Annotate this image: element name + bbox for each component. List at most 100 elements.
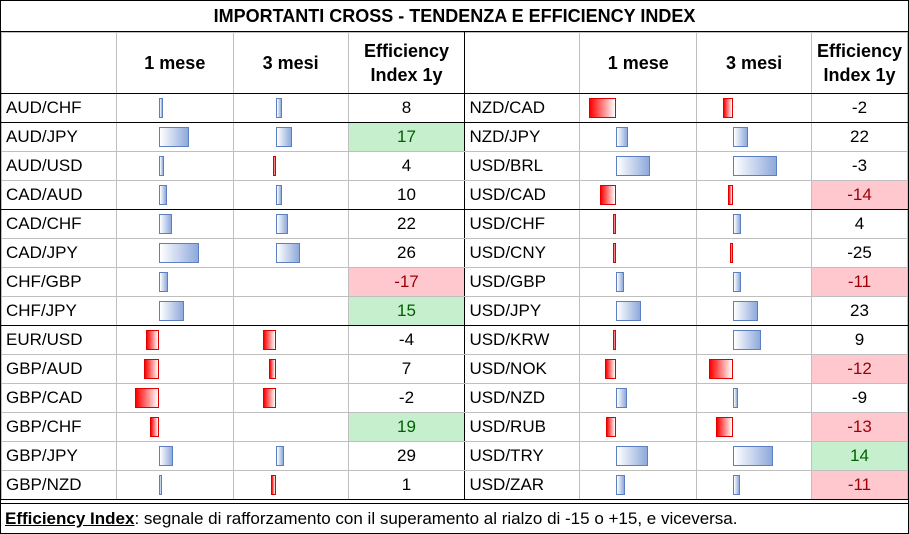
bar-cell-m3	[232, 238, 349, 268]
header-ei-line2: Index 1y	[370, 65, 443, 85]
trend-bar-up	[275, 214, 289, 234]
table-row: CHF/GBP -17 USD/GBP -11	[1, 267, 909, 297]
efficiency-value: -9	[810, 383, 909, 413]
trend-bar-down	[146, 330, 159, 350]
trend-bar-down	[604, 359, 617, 379]
header-row: 1 mese 3 mesi Efficiency Index 1y 1 mese…	[1, 32, 909, 94]
efficiency-value: -14	[810, 180, 909, 210]
trend-bar-down	[613, 214, 617, 234]
trend-bar-down	[271, 475, 276, 495]
pair-label: USD/ZAR	[464, 470, 581, 500]
trend-bar-down	[716, 417, 734, 437]
efficiency-value: -13	[810, 412, 909, 442]
trend-bar-down	[723, 98, 734, 118]
trend-bar-up	[158, 127, 189, 147]
bar-cell-m1	[115, 383, 234, 413]
trend-bar-up	[158, 156, 165, 176]
bar-cell-m3	[232, 151, 349, 181]
bar-cell-m1	[579, 470, 698, 500]
trend-bar-up	[733, 446, 773, 466]
pair-label: CHF/GBP	[1, 267, 117, 297]
bar-cell-m1	[115, 180, 234, 210]
pair-label: CAD/JPY	[1, 238, 117, 268]
trend-bar-up	[158, 243, 199, 263]
bar-cell-m1	[115, 470, 234, 500]
bar-cell-m1	[579, 267, 698, 297]
efficiency-value: -4	[347, 325, 466, 355]
table-row: AUD/USD 4 USD/BRL -3	[1, 151, 909, 181]
trend-bar-up	[275, 185, 283, 205]
bar-cell-m1	[115, 238, 234, 268]
trend-bar-up	[616, 388, 628, 408]
efficiency-value: 4	[347, 151, 466, 181]
pair-label: AUD/USD	[1, 151, 117, 181]
bar-cell-m1	[579, 354, 698, 384]
pair-label: GBP/NZD	[1, 470, 117, 500]
bar-cell-m3	[232, 93, 349, 123]
trend-bar-down	[589, 98, 617, 118]
trend-bar-up	[275, 446, 284, 466]
sheet-title: IMPORTANTI CROSS - TENDENZA E EFFICIENCY…	[1, 1, 908, 32]
bar-cell-m1	[115, 267, 234, 297]
trend-bar-up	[158, 98, 164, 118]
efficiency-value: 1	[347, 470, 466, 500]
bar-cell-m1	[115, 93, 234, 123]
bar-cell-m1	[579, 325, 698, 355]
efficiency-value: 23	[810, 296, 909, 326]
bar-cell-m3	[232, 412, 349, 442]
bar-cell-m1	[579, 238, 698, 268]
table-row: AUD/JPY 17 NZD/JPY 22	[1, 122, 909, 152]
bar-cell-m3	[696, 122, 812, 152]
trend-bar-up	[616, 301, 641, 321]
bar-cell-m3	[232, 267, 349, 297]
efficiency-value: 9	[810, 325, 909, 355]
trend-bar-up	[733, 127, 748, 147]
bar-cell-m3	[696, 441, 812, 471]
pair-label: CHF/JPY	[1, 296, 117, 326]
trend-bar-up	[275, 127, 292, 147]
header-pair-left	[1, 32, 117, 94]
bar-cell-m1	[115, 209, 234, 239]
bar-cell-m1	[579, 441, 698, 471]
pair-label: GBP/CAD	[1, 383, 117, 413]
bar-cell-m1	[579, 151, 698, 181]
efficiency-value: 29	[347, 441, 466, 471]
bar-cell-m3	[696, 151, 812, 181]
footer-note: Efficiency Index: segnale di rafforzamen…	[1, 503, 908, 533]
table-row: CHF/JPY 15 USD/JPY 23	[1, 296, 909, 326]
header-1-mese-left: 1 mese	[115, 32, 234, 94]
pair-label: USD/JPY	[464, 296, 581, 326]
trend-bar-down	[600, 185, 617, 205]
pair-label: USD/GBP	[464, 267, 581, 297]
trend-bar-up	[158, 185, 167, 205]
bar-cell-m1	[579, 383, 698, 413]
efficiency-value: -2	[810, 93, 909, 123]
bar-cell-m3	[232, 354, 349, 384]
trend-bar-down	[134, 388, 159, 408]
trend-bar-up	[733, 301, 759, 321]
trend-bar-down	[727, 185, 734, 205]
pair-label: GBP/JPY	[1, 441, 117, 471]
header-efficiency-right: Efficiency Index 1y	[810, 32, 909, 94]
pair-label: USD/CHF	[464, 209, 581, 239]
trend-bar-up	[275, 243, 301, 263]
bar-cell-m1	[115, 122, 234, 152]
pair-label: AUD/JPY	[1, 122, 117, 152]
bar-cell-m1	[579, 122, 698, 152]
bar-cell-m1	[579, 180, 698, 210]
bar-cell-m3	[232, 470, 349, 500]
efficiency-value: 17	[347, 122, 466, 152]
table-row: CAD/JPY 26 USD/CNY -25	[1, 238, 909, 268]
table-row: GBP/CHF 19 USD/RUB -13	[1, 412, 909, 442]
bar-cell-m3	[232, 383, 349, 413]
table-row: GBP/AUD 7 USD/NOK -12	[1, 354, 909, 384]
trend-bar-down	[143, 359, 159, 379]
pair-label: CAD/CHF	[1, 209, 117, 239]
bar-cell-m1	[579, 296, 698, 326]
trend-bar-down	[606, 417, 617, 437]
bar-cell-m1	[579, 209, 698, 239]
efficiency-value: -3	[810, 151, 909, 181]
trend-bar-up	[158, 272, 168, 292]
bar-cell-m1	[115, 325, 234, 355]
trend-bar-up	[733, 272, 742, 292]
